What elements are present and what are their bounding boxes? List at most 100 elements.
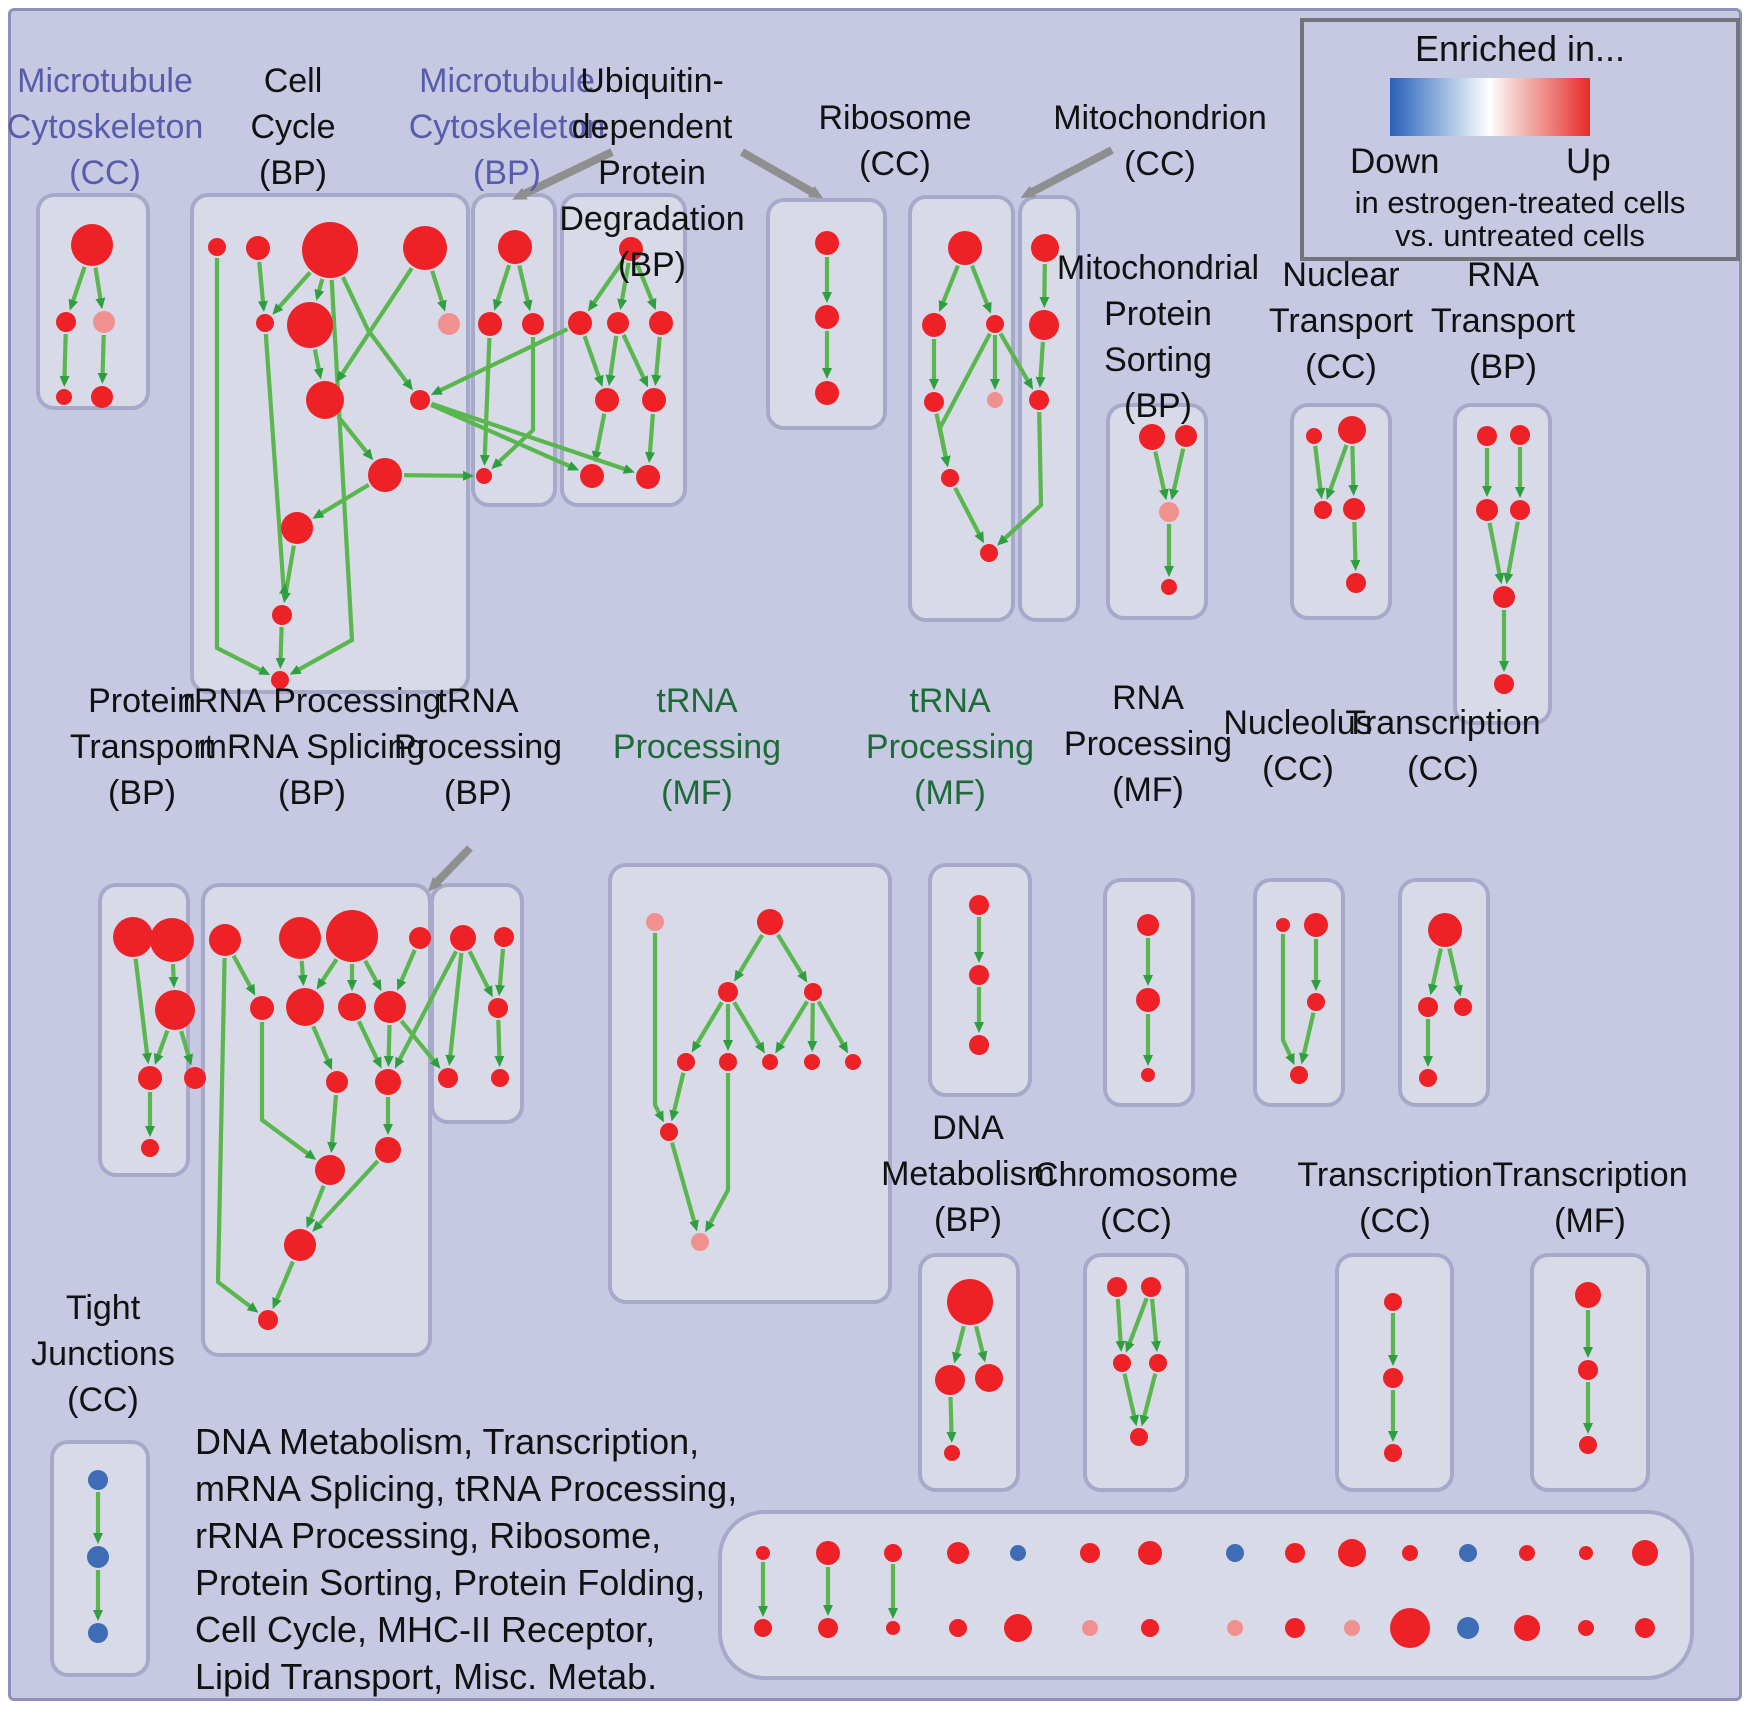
- gene-node-ubiq-a-u4: [595, 388, 619, 412]
- gene-node-trna-mf-1-w9: [845, 1054, 861, 1070]
- legend-up-label: Up: [1566, 142, 1611, 181]
- cross-edge-3: [403, 470, 474, 481]
- edge-cell-cycle-e-j2: [263, 333, 289, 595]
- gene-node-trna-mf-1-w3: [718, 982, 738, 1002]
- edge-rrna-C-F: [316, 958, 339, 990]
- gene-node-cell-cycle-a: [208, 238, 226, 256]
- gene-node-mitochondrion-mm: [1029, 310, 1059, 340]
- bottom-panel-bottom-node-6: [1141, 1619, 1159, 1637]
- legend-gradient-bar: [1390, 78, 1590, 136]
- gene-node-ribosome-rb: [980, 544, 998, 562]
- gene-node-trna-mf-1-w11: [691, 1233, 709, 1251]
- gene-node-rrna-G: [338, 993, 366, 1021]
- edge-trna-mf-1-w3-w7: [732, 1001, 765, 1054]
- edge-ribosome-rlm-rb: [953, 486, 984, 544]
- bottom-panel-bottom-node-2: [886, 1621, 900, 1635]
- gene-node-trans-cc-1-q3: [1454, 998, 1472, 1016]
- gene-node-tight-junc-tj2: [87, 1546, 109, 1568]
- gene-node-trans-cc-2-e3: [1384, 1444, 1402, 1462]
- gene-node-nuc-trans-n5: [1346, 573, 1366, 593]
- bottom-panel-top-node-9: [1338, 1539, 1366, 1567]
- gene-node-mt-cc-m2: [93, 311, 115, 333]
- gene-node-trna-mf-1-w5: [677, 1053, 695, 1071]
- gene-node-dna-metab-d3: [975, 1364, 1003, 1392]
- bottom-panel-top-node-2: [884, 1544, 902, 1562]
- gene-node-nucleolus-z1: [1276, 918, 1290, 932]
- edge-rrna-I-L: [327, 1094, 339, 1154]
- cross-edge-5: [997, 411, 1044, 546]
- edge-ubiq-a-u0-u2: [617, 262, 631, 311]
- edge-rrna-H-J: [383, 1024, 394, 1067]
- gene-node-mt-cc-T: [71, 224, 113, 266]
- cross-edge-2: [430, 327, 569, 395]
- gene-node-mt-bp-m2: [522, 313, 544, 335]
- edge-cell-cycle-d-g: [336, 266, 414, 383]
- gene-node-cell-cycle-j: [271, 671, 289, 689]
- gene-node-ubiq-a-u7: [636, 465, 660, 489]
- bottom-panel-bottom-node-10: [1390, 1608, 1430, 1648]
- gene-node-trna-mf-1-w10: [660, 1123, 678, 1141]
- gene-node-trans-cc-1-q1: [1428, 913, 1462, 947]
- edge-rrna-K-M: [312, 1159, 380, 1232]
- gene-node-rna-trans-r6: [1494, 674, 1514, 694]
- bottom-panel-bottom-node-3: [949, 1619, 967, 1637]
- gene-node-trna-mf-1-w8: [804, 1054, 820, 1070]
- gene-node-trna-mf-1-w1: [646, 913, 664, 931]
- gene-node-chromosome-c4: [1149, 1354, 1167, 1372]
- gene-node-nuc-trans-n3: [1314, 501, 1332, 519]
- bottom-panel-top-node-5: [1080, 1543, 1100, 1563]
- bottom-panel-top-node-8: [1285, 1543, 1305, 1563]
- edge-ribosome-rt-rml: [938, 264, 960, 312]
- bottom-panel-top-node-12: [1519, 1545, 1535, 1561]
- edge-dna-metab-d2-d4: [946, 1396, 957, 1443]
- pointer-arrow-0: [512, 148, 614, 200]
- edge-trna-mf-1-w3-w5: [691, 1001, 724, 1053]
- bottom-panel-top-node-13: [1579, 1546, 1593, 1560]
- edge-ubiq-a-u4-u6: [591, 413, 607, 463]
- gene-node-trna-mf-2-x2: [969, 965, 989, 985]
- gene-node-rna-proc-mf-y2: [1136, 988, 1160, 1012]
- bottom-panel-box: [718, 1510, 1694, 1680]
- edge-chromosome-c2-c4: [1150, 1298, 1161, 1353]
- misc-cluster-text: DNA Metabolism, Transcription, mRNA Spli…: [195, 1421, 738, 1697]
- edge-trna-mf-1-w4-w9: [816, 1000, 849, 1054]
- cluster-box-rna-trans: [1453, 403, 1552, 725]
- gene-node-dna-metab-d1: [947, 1279, 993, 1325]
- edge-chromosome-c1-c3: [1115, 1298, 1126, 1352]
- edge-cell-cycle-f-g: [312, 349, 324, 380]
- bottom-panel-bottom-node-9: [1344, 1620, 1360, 1636]
- edge-prot-trans-pt2-pt3: [168, 963, 179, 988]
- pointer-arrow-2: [1020, 146, 1114, 199]
- edge-trans-cc-1-q1-q2: [1428, 948, 1443, 996]
- edge-trna-mf-1-w4-w7: [775, 1000, 809, 1054]
- edge-trna-mf-1-w2-w4: [776, 933, 808, 983]
- gene-node-trna-bp-t5: [491, 1069, 509, 1087]
- edge-rrna-A-E: [231, 954, 256, 996]
- gene-node-chromosome-c5: [1130, 1428, 1148, 1446]
- edge-rrna-A-N: [215, 957, 259, 1313]
- gene-node-prot-trans-pt4: [138, 1066, 162, 1090]
- gene-node-rrna-M: [284, 1229, 316, 1261]
- edge-nucleolus-z3-z4: [1299, 1012, 1316, 1065]
- gene-node-mito-sort-s4: [1161, 579, 1177, 595]
- edge-dna-metab-d1-d2: [952, 1325, 966, 1364]
- legend-box: Enriched in... Down Up in estrogen-treat…: [1300, 18, 1740, 261]
- edge-trna-mf-1-w2-w3: [734, 933, 765, 982]
- bottom-panel-top-node-1: [816, 1541, 840, 1565]
- legend-subtitle-line1: in estrogen-treated cells: [1354, 185, 1686, 220]
- gene-node-mt-cc-b2: [91, 386, 113, 408]
- gene-node-ubiq-b-v1: [815, 231, 839, 255]
- gene-node-ubiq-a-u1: [568, 311, 592, 335]
- gene-node-rna-trans-r5: [1493, 586, 1515, 608]
- edge-trna-mf-1-w4-w8: [807, 1002, 818, 1052]
- gene-node-ribosome-rlm: [941, 469, 959, 487]
- gene-node-chromosome-c1: [1107, 1277, 1127, 1297]
- gene-node-mitochondrion-mlow: [1029, 390, 1049, 410]
- gene-node-mt-bp-bt: [476, 468, 492, 484]
- edge-nuc-trans-n2-n4: [1348, 445, 1359, 496]
- edge-rrna-F-I: [311, 1025, 333, 1070]
- cluster-box-ubiq-a: [560, 193, 687, 507]
- bottom-panel-bottom-node-8: [1285, 1618, 1305, 1638]
- gene-node-cell-cycle-g: [306, 381, 344, 419]
